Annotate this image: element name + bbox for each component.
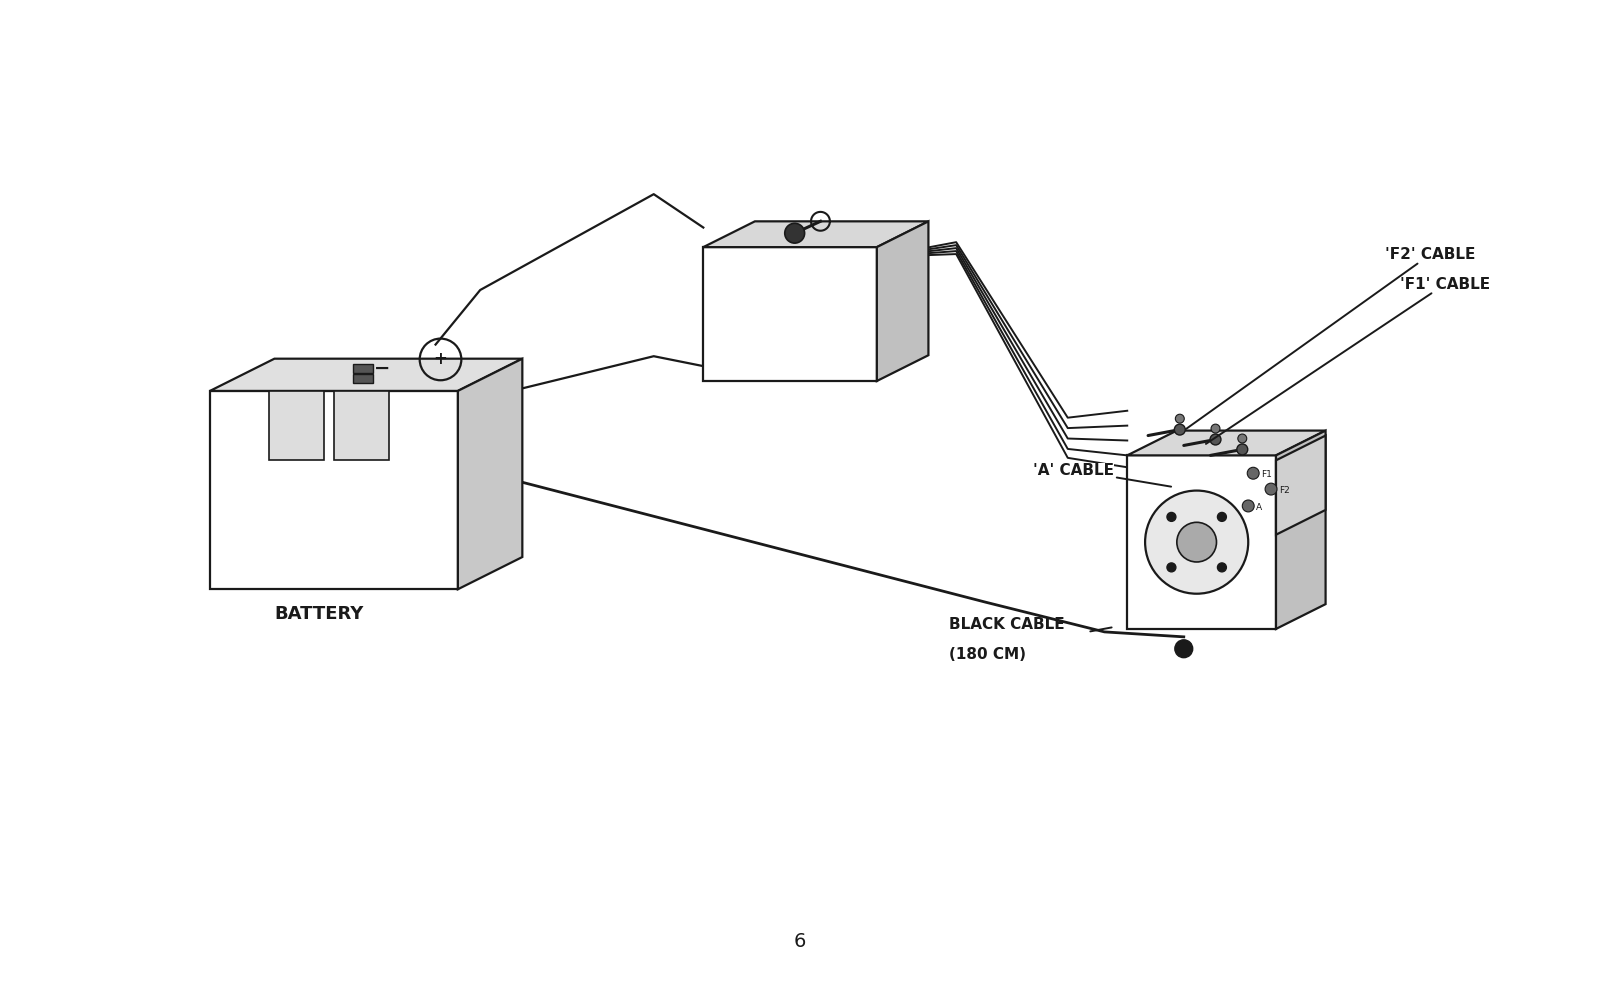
Circle shape xyxy=(1174,424,1186,435)
Circle shape xyxy=(1176,414,1184,423)
Polygon shape xyxy=(704,247,877,381)
Text: F1: F1 xyxy=(1261,470,1272,479)
Text: 6: 6 xyxy=(794,932,806,951)
Polygon shape xyxy=(704,221,928,247)
Polygon shape xyxy=(1277,431,1325,629)
Polygon shape xyxy=(458,359,522,589)
Bar xyxy=(334,391,389,460)
Polygon shape xyxy=(210,391,458,589)
Text: A: A xyxy=(1256,503,1262,512)
Circle shape xyxy=(1146,491,1248,594)
Bar xyxy=(352,364,373,373)
Circle shape xyxy=(1218,563,1226,572)
Polygon shape xyxy=(1128,431,1325,455)
Bar xyxy=(269,391,323,460)
Circle shape xyxy=(1166,563,1176,572)
Circle shape xyxy=(1266,483,1277,495)
Text: BATTERY: BATTERY xyxy=(274,605,363,623)
Circle shape xyxy=(1238,434,1246,443)
Circle shape xyxy=(1218,512,1226,521)
Text: +: + xyxy=(434,350,448,368)
Circle shape xyxy=(1210,434,1221,445)
Text: F2: F2 xyxy=(1278,486,1290,495)
Circle shape xyxy=(1248,467,1259,479)
Text: 'F2' CABLE: 'F2' CABLE xyxy=(1186,247,1475,429)
Circle shape xyxy=(1174,640,1192,658)
Polygon shape xyxy=(1277,436,1325,535)
Bar xyxy=(352,374,373,383)
Text: (180 CM): (180 CM) xyxy=(949,647,1026,662)
Circle shape xyxy=(1237,444,1248,455)
Circle shape xyxy=(1242,500,1254,512)
Circle shape xyxy=(1211,424,1219,433)
Text: 'F1' CABLE: 'F1' CABLE xyxy=(1206,277,1490,444)
Circle shape xyxy=(1178,522,1216,562)
Polygon shape xyxy=(1128,455,1277,629)
Text: −: − xyxy=(374,359,390,378)
Circle shape xyxy=(1166,512,1176,521)
Polygon shape xyxy=(877,221,928,381)
Text: 'A' CABLE: 'A' CABLE xyxy=(1034,463,1171,487)
Polygon shape xyxy=(210,359,522,391)
Text: BLACK CABLE: BLACK CABLE xyxy=(949,617,1064,632)
Circle shape xyxy=(784,223,805,243)
